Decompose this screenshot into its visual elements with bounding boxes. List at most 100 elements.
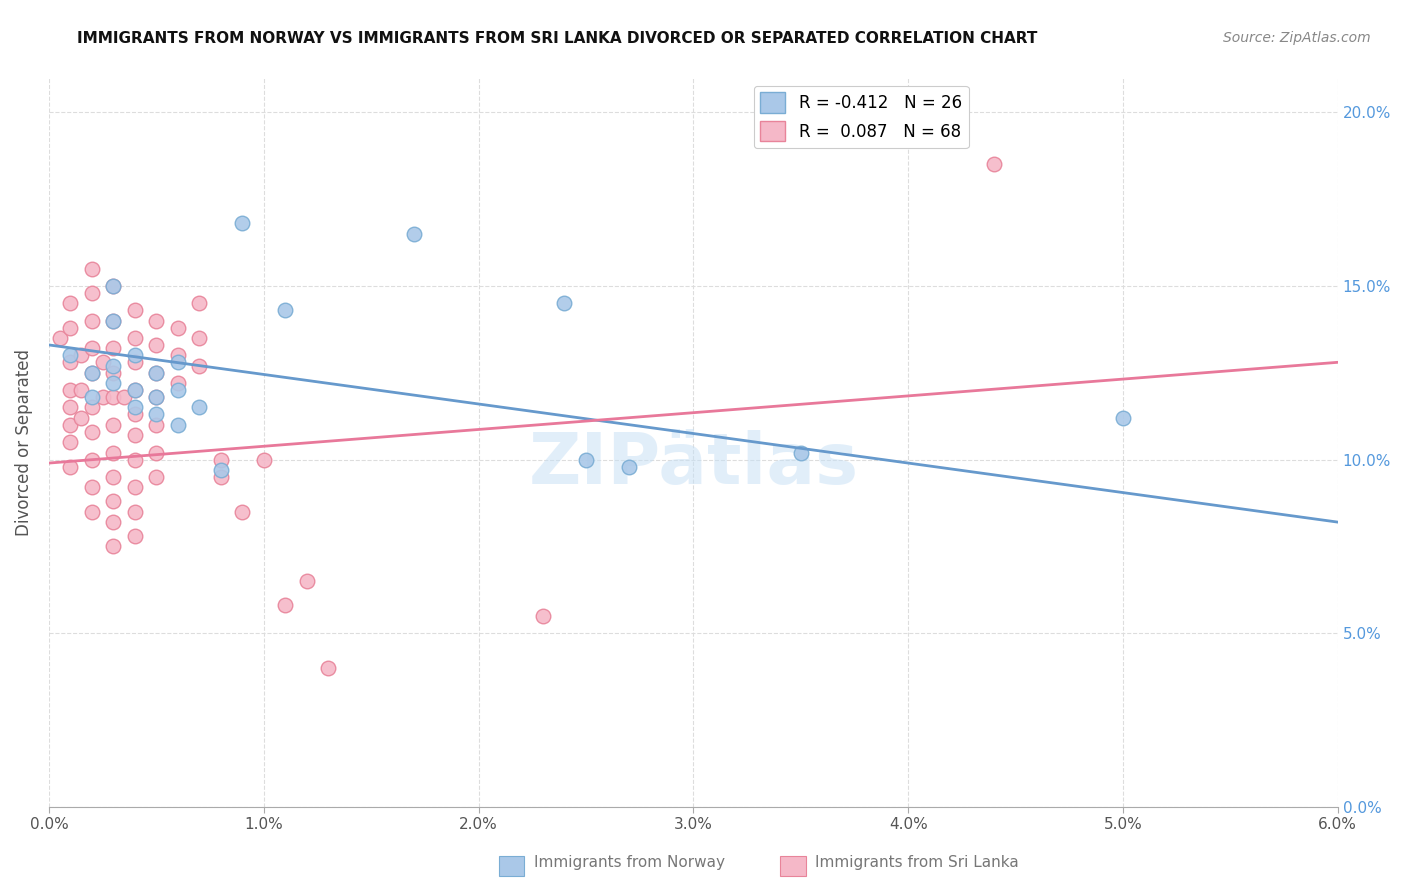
Point xyxy=(274,303,297,318)
Point xyxy=(209,463,232,477)
Point xyxy=(103,494,125,508)
Point xyxy=(80,452,103,467)
Point xyxy=(103,417,125,432)
Point xyxy=(80,261,103,276)
Point xyxy=(80,480,103,494)
Point xyxy=(274,599,297,613)
Point xyxy=(166,376,188,391)
Point xyxy=(231,216,253,230)
Point xyxy=(145,390,167,404)
Point xyxy=(80,285,103,300)
Point xyxy=(70,348,93,362)
Point xyxy=(124,355,146,369)
Point xyxy=(59,401,82,415)
Point xyxy=(91,390,114,404)
Point xyxy=(1112,410,1135,425)
Point xyxy=(59,320,82,334)
Point xyxy=(80,366,103,380)
Point xyxy=(124,401,146,415)
Text: IMMIGRANTS FROM NORWAY VS IMMIGRANTS FROM SRI LANKA DIVORCED OR SEPARATED CORREL: IMMIGRANTS FROM NORWAY VS IMMIGRANTS FRO… xyxy=(77,31,1038,46)
Point xyxy=(145,338,167,352)
Point xyxy=(103,540,125,554)
Point xyxy=(103,376,125,391)
Point xyxy=(188,359,211,373)
Point xyxy=(124,408,146,422)
Point xyxy=(103,278,125,293)
Point xyxy=(188,401,211,415)
Point xyxy=(404,227,426,241)
Point xyxy=(80,313,103,327)
Point xyxy=(188,331,211,345)
Point xyxy=(59,383,82,397)
Point xyxy=(103,313,125,327)
Text: ZIPätlas: ZIPätlas xyxy=(529,430,859,499)
Point xyxy=(209,452,232,467)
Point xyxy=(80,401,103,415)
Point xyxy=(316,661,339,675)
Point xyxy=(70,383,93,397)
Point xyxy=(231,505,253,519)
Point xyxy=(59,355,82,369)
Point xyxy=(103,390,125,404)
Point xyxy=(124,452,146,467)
Point xyxy=(103,470,125,484)
Point xyxy=(124,529,146,543)
Point xyxy=(59,435,82,450)
Y-axis label: Divorced or Separated: Divorced or Separated xyxy=(15,349,32,536)
Point xyxy=(80,366,103,380)
Text: Source: ZipAtlas.com: Source: ZipAtlas.com xyxy=(1223,31,1371,45)
Point xyxy=(209,470,232,484)
Point xyxy=(145,445,167,459)
Point xyxy=(145,366,167,380)
Point xyxy=(48,331,70,345)
Point xyxy=(166,383,188,397)
Point xyxy=(553,296,575,310)
Point xyxy=(145,417,167,432)
Point xyxy=(145,390,167,404)
Point xyxy=(145,313,167,327)
Point xyxy=(166,417,188,432)
Legend: R = -0.412   N = 26, R =  0.087   N = 68: R = -0.412 N = 26, R = 0.087 N = 68 xyxy=(754,86,969,148)
Point xyxy=(80,425,103,439)
Point xyxy=(166,320,188,334)
Point xyxy=(80,342,103,356)
Point xyxy=(145,408,167,422)
Point xyxy=(80,390,103,404)
Point xyxy=(103,342,125,356)
Point xyxy=(103,359,125,373)
Point xyxy=(166,355,188,369)
Point xyxy=(575,452,598,467)
Point xyxy=(59,348,82,362)
Point xyxy=(59,417,82,432)
Point xyxy=(188,296,211,310)
Point xyxy=(59,296,82,310)
Point xyxy=(617,459,640,474)
Point xyxy=(124,331,146,345)
Point xyxy=(70,410,93,425)
Point xyxy=(103,366,125,380)
Point xyxy=(295,574,318,589)
Point xyxy=(790,445,813,459)
Point xyxy=(124,428,146,442)
Point xyxy=(145,470,167,484)
Point xyxy=(124,480,146,494)
Point xyxy=(80,505,103,519)
Point xyxy=(91,355,114,369)
Point xyxy=(59,459,82,474)
Point xyxy=(124,383,146,397)
Point xyxy=(124,303,146,318)
Text: Immigrants from Norway: Immigrants from Norway xyxy=(534,855,725,870)
Point xyxy=(531,608,554,623)
Point xyxy=(124,505,146,519)
Point xyxy=(253,452,276,467)
Point xyxy=(103,313,125,327)
Point xyxy=(103,278,125,293)
Point xyxy=(166,348,188,362)
Text: Immigrants from Sri Lanka: Immigrants from Sri Lanka xyxy=(815,855,1019,870)
Point xyxy=(145,366,167,380)
Point xyxy=(124,383,146,397)
Point xyxy=(983,157,1005,171)
Point xyxy=(103,515,125,529)
Point xyxy=(103,445,125,459)
Point xyxy=(112,390,135,404)
